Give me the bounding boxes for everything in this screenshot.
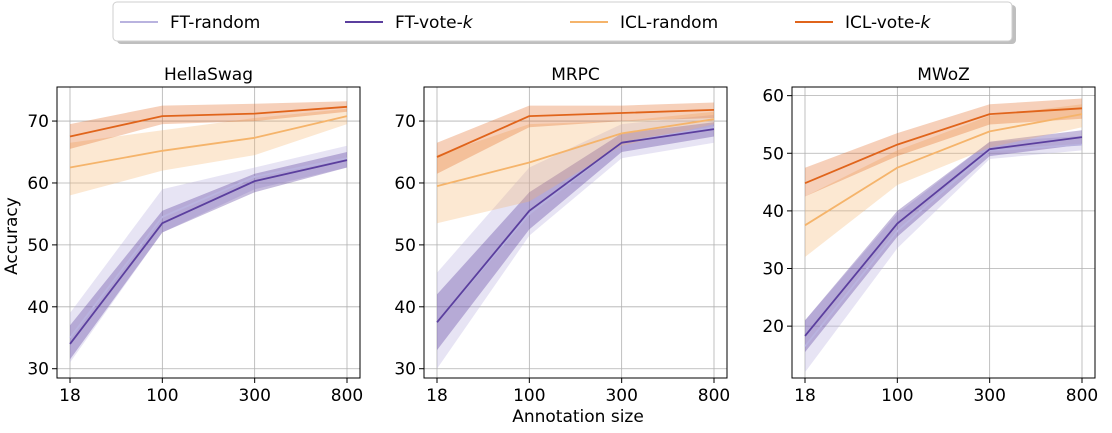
- y-tick-label: 50: [762, 144, 784, 164]
- x-tick-label: 18: [426, 386, 448, 406]
- y-tick-label: 60: [27, 174, 49, 194]
- panel-hellaswag: 18 100 300 800 30 40 50 60 70 HellaSwag: [27, 65, 363, 406]
- y-tick-label: 70: [27, 112, 49, 132]
- x-tick-label: 18: [59, 386, 81, 406]
- series-line-icl-vote-k: [804, 107, 1083, 185]
- y-tick-label: 60: [762, 87, 784, 107]
- panel-title: MWoZ: [917, 65, 970, 85]
- x-tick-label: 100: [881, 386, 913, 406]
- y-tick-label: 20: [762, 317, 784, 337]
- x-tick-label: 100: [513, 386, 545, 406]
- y-tick-label: 50: [394, 236, 416, 256]
- y-tick-label: 40: [394, 298, 416, 318]
- series-line-ft-vote-k: [804, 136, 1083, 337]
- grid: [424, 87, 727, 378]
- y-tick-label: 30: [27, 360, 49, 380]
- plot-frame: [791, 86, 1096, 379]
- legend-label: FT-random: [170, 13, 260, 33]
- x-tick-label: 300: [973, 386, 1005, 406]
- x-tick-label: 300: [605, 386, 637, 406]
- panel-title: MRPC: [551, 65, 600, 85]
- x-tick-label: 300: [238, 386, 270, 406]
- panel-mwoz: 18 100 300 800 20 30 40 50 60 MWoZ: [762, 65, 1098, 406]
- legend: FT-random FT-vote-k ICL-random ICL-vote-k: [112, 1, 1016, 44]
- legend-label: ICL-vote-k: [845, 13, 931, 33]
- y-axis-label: Accuracy: [2, 197, 22, 275]
- x-axis-label: Annotation size: [512, 407, 644, 427]
- grid: [792, 87, 1095, 378]
- x-tick-label: 800: [331, 386, 363, 406]
- y-tick-label: 30: [394, 360, 416, 380]
- x-tick-label: 18: [794, 386, 816, 406]
- y-tick-label: 70: [394, 112, 416, 132]
- band-ft-random: [437, 114, 714, 369]
- panel-title: HellaSwag: [164, 65, 253, 85]
- grid: [57, 87, 360, 378]
- legend-frame: [112, 1, 1013, 42]
- y-tick-label: 40: [27, 298, 49, 318]
- y-tick-label: 30: [762, 260, 784, 280]
- legend-label: FT-vote-k: [395, 13, 474, 33]
- y-tick-label: 40: [762, 202, 784, 222]
- plot-frame: [56, 86, 361, 379]
- series-line-ft-random: [436, 126, 715, 323]
- series-line-icl-vote-k: [69, 105, 348, 138]
- band-ft-random: [70, 145, 347, 363]
- series-line-ft-random: [69, 157, 348, 339]
- series-line-ft-vote-k: [69, 159, 348, 345]
- series-line-icl-random: [436, 118, 715, 187]
- panels: 18 100 300 800 30 40 50 60 70 HellaSwag 18 100 300 80…: [27, 65, 1098, 406]
- band-icl-vote-k: [70, 101, 347, 149]
- band-ft-vote-k: [437, 122, 714, 351]
- band-ft-vote-k: [70, 152, 347, 360]
- legend-label: ICL-random: [620, 13, 718, 33]
- plot-frame: [423, 86, 728, 379]
- series-line-ft-random: [804, 143, 1083, 347]
- series-line-icl-vote-k: [436, 109, 715, 158]
- x-tick-label: 800: [1066, 386, 1098, 406]
- series-line-ft-vote-k: [436, 128, 715, 323]
- x-tick-label: 100: [146, 386, 178, 406]
- band-icl-random: [70, 108, 347, 196]
- y-tick-label: 50: [27, 236, 49, 256]
- y-tick-label: 60: [394, 174, 416, 194]
- series-line-icl-random: [69, 115, 348, 169]
- band-icl-vote-k: [805, 98, 1082, 197]
- band-ft-random: [805, 136, 1082, 373]
- band-icl-vote-k: [437, 102, 714, 174]
- x-tick-label: 800: [698, 386, 730, 406]
- panel-mrpc: 18 100 300 800 30 40 50 60 70 MRPC: [394, 65, 730, 406]
- series-line-icl-random: [804, 113, 1083, 227]
